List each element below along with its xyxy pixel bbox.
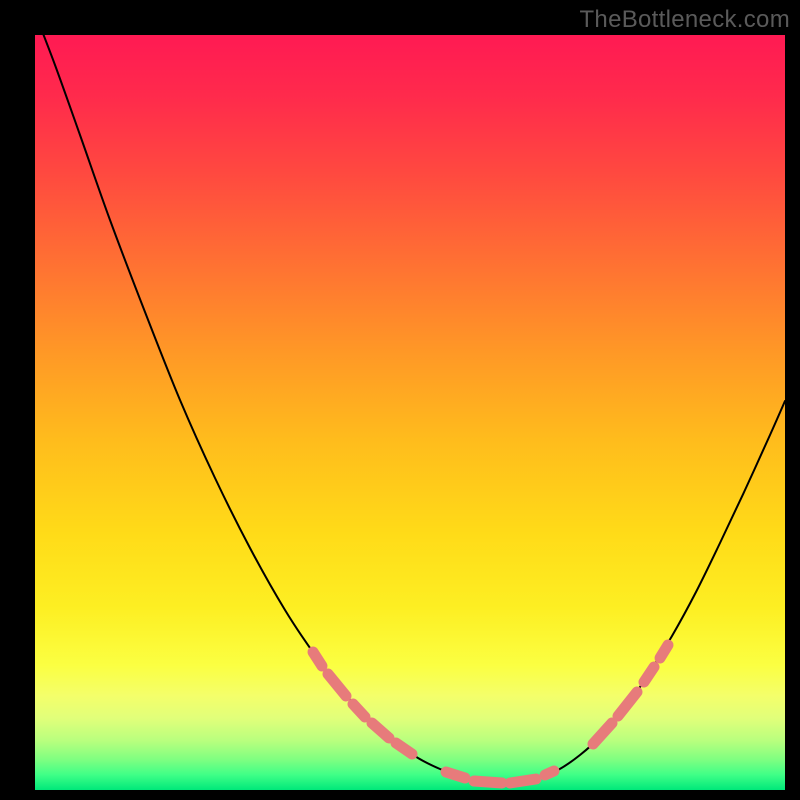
plot-area	[35, 35, 785, 790]
watermark-text: TheBottleneck.com	[579, 6, 790, 34]
curve-marker-segment	[660, 645, 668, 658]
curve-marker-segment	[474, 781, 502, 783]
curve-marker-segment	[313, 652, 322, 666]
plot-svg	[35, 35, 785, 790]
curve-marker-segment	[446, 772, 465, 778]
curve-marker-segment	[545, 771, 554, 775]
curve-marker-segment	[510, 779, 536, 783]
chart-container: TheBottleneck.com	[0, 0, 800, 800]
gradient-background	[35, 35, 785, 790]
